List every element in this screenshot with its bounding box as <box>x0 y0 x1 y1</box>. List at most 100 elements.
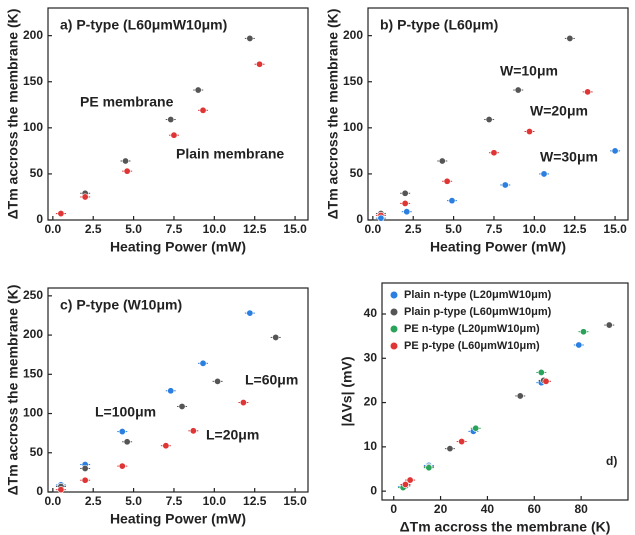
data-point <box>401 189 409 197</box>
data-point <box>611 147 619 155</box>
legend-marker <box>390 342 398 350</box>
x-axis-label: Heating Power (mW) <box>430 239 566 255</box>
y-axis-label: ΔTm accross the membrane (K) <box>5 9 21 220</box>
y-tick-label: 100 <box>343 120 363 134</box>
y-tick-label: 50 <box>30 166 44 180</box>
data-point <box>256 60 264 68</box>
plot-frame <box>367 7 629 221</box>
data-point <box>438 157 446 165</box>
y-tick-label: 200 <box>23 327 43 341</box>
y-tick-label: 250 <box>23 288 43 302</box>
y-tick-label: 200 <box>343 28 363 42</box>
y-tick-label: 40 <box>364 306 378 320</box>
data-point <box>401 199 409 207</box>
panel: 0.0 2.5 5.0 7.5 10.0 12.5 15.0 0 50 100 150 200 250 H… <box>5 285 309 527</box>
series-label: PE membrane <box>80 94 174 110</box>
y-tick-label: 10 <box>364 439 378 453</box>
data-point <box>118 428 126 436</box>
y-tick-label: 0 <box>370 483 377 497</box>
x-tick-label: 0 <box>390 502 397 516</box>
data-point <box>178 402 186 410</box>
data-point <box>566 34 574 42</box>
data-point <box>401 481 409 489</box>
y-tick-label: 20 <box>364 395 378 409</box>
data-point <box>199 106 207 114</box>
data-point <box>443 177 451 185</box>
x-tick-label: 0.0 <box>365 222 382 236</box>
data-point <box>170 131 178 139</box>
x-tick-label: 2.5 <box>85 222 102 236</box>
series-label: L=60μm <box>245 372 298 388</box>
data-point <box>162 442 170 450</box>
plot-frame <box>47 7 309 221</box>
x-tick-label: 5.0 <box>125 222 142 236</box>
x-tick-label: 5.0 <box>125 494 142 508</box>
x-tick-label: 0.0 <box>45 494 62 508</box>
data-point <box>540 170 548 178</box>
y-tick-label: 150 <box>343 74 363 88</box>
plot-frame <box>381 282 629 501</box>
data-point <box>194 86 202 94</box>
y-tick-label: 150 <box>23 366 43 380</box>
y-axis-label: ΔTm accross the membrane (K) <box>325 9 341 220</box>
data-point <box>490 149 498 157</box>
x-tick-label: 2.5 <box>85 494 102 508</box>
legend-label: PE n-type (L20μmW10μm) <box>404 323 540 335</box>
panel-title: b) P-type (L60μm) <box>380 17 498 33</box>
y-tick-label: 0 <box>356 212 363 226</box>
series-label: Plain membrane <box>176 146 284 162</box>
data-point <box>246 34 254 42</box>
x-axis-label: ΔTm accross the membrane (K) <box>400 519 611 535</box>
data-point <box>542 377 550 385</box>
panel: 0 20 40 60 80 0 10 20 30 40 ΔTm accross the membra… <box>339 282 629 535</box>
y-tick-label: 50 <box>350 166 364 180</box>
y-tick-label: 0 <box>36 212 43 226</box>
x-tick-label: 15.0 <box>283 222 307 236</box>
data-point <box>246 309 254 317</box>
y-tick-label: 200 <box>23 28 43 42</box>
x-tick-label: 7.5 <box>486 222 503 236</box>
data-point <box>239 399 247 407</box>
y-tick-label: 30 <box>364 350 378 364</box>
data-point <box>584 88 592 96</box>
x-tick-label: 10.0 <box>523 222 547 236</box>
y-tick-label: 150 <box>23 74 43 88</box>
data-point <box>189 427 197 435</box>
x-tick-label: 80 <box>574 502 588 516</box>
x-tick-label: 60 <box>528 502 542 516</box>
y-axis-label: |ΔVs| (mV) <box>339 356 355 426</box>
data-point <box>458 438 466 446</box>
x-tick-label: 10.0 <box>203 494 227 508</box>
data-point <box>501 181 509 189</box>
data-point <box>485 116 493 124</box>
data-point <box>472 424 480 432</box>
x-tick-label: 12.5 <box>243 494 267 508</box>
panel: 0.0 2.5 5.0 7.5 10.0 12.5 15.0 0 50 100 150 200 Heat… <box>5 7 309 255</box>
data-point <box>272 333 280 341</box>
data-point <box>425 464 433 472</box>
x-tick-label: 15.0 <box>283 494 307 508</box>
data-point <box>403 208 411 216</box>
y-tick-label: 100 <box>23 120 43 134</box>
legend-label: Plain p-type (L60μmW10μm) <box>404 306 552 318</box>
panel-title: c) P-type (W10μm) <box>60 297 182 313</box>
x-tick-label: 5.0 <box>445 222 462 236</box>
x-tick-label: 15.0 <box>603 222 627 236</box>
series-label: W=10μm <box>500 63 558 79</box>
data-point <box>377 214 385 222</box>
data-point <box>57 210 65 218</box>
panel: 0.0 2.5 5.0 7.5 10.0 12.5 15.0 0 50 100 150 200 Heat… <box>325 7 629 255</box>
data-point <box>525 128 533 136</box>
series-label: L=100μm <box>95 404 156 420</box>
series-label: W=20μm <box>530 103 588 119</box>
x-tick-label: 7.5 <box>166 222 183 236</box>
data-point <box>199 359 207 367</box>
data-point <box>57 486 65 494</box>
series-label: W=30μm <box>540 149 598 165</box>
data-point <box>81 464 89 472</box>
data-point <box>446 445 454 453</box>
data-point <box>167 116 175 124</box>
data-point <box>81 193 89 201</box>
x-tick-label: 40 <box>481 502 495 516</box>
